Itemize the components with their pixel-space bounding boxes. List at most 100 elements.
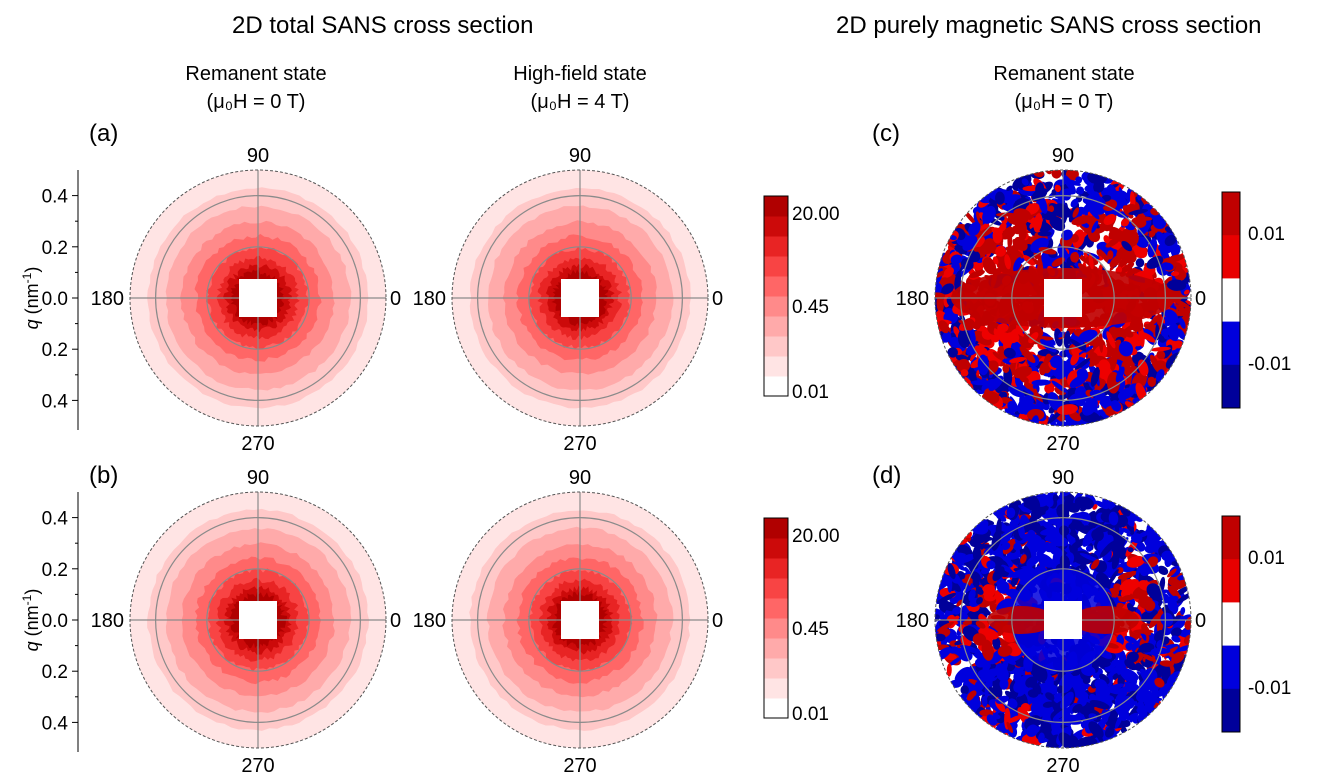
signal-blob (1129, 319, 1144, 332)
signal-blob (1103, 235, 1110, 244)
signal-blob (1179, 317, 1186, 329)
angle-label-0: 0 (390, 610, 401, 632)
signal-blob (1048, 205, 1055, 212)
y-axis-label-unit: (nm (22, 605, 42, 641)
signal-blob (1070, 252, 1080, 263)
angle-label-0: 0 (712, 610, 723, 632)
angle-label-270: 270 (1046, 755, 1079, 777)
signal-blob (935, 269, 948, 279)
signal-blob (1102, 199, 1118, 211)
signal-blob (1085, 545, 1093, 552)
y-tick-label: 0.4 (42, 391, 69, 412)
signal-blob (1051, 257, 1065, 267)
colorbar-step (764, 376, 788, 397)
y-axis-label-close: ) (22, 267, 42, 273)
signal-blob (1173, 267, 1186, 281)
colorbar-label-max: 20.00 (792, 204, 840, 225)
signal-blob (1087, 352, 1099, 363)
signal-blob (1044, 383, 1055, 394)
panel-label-b: (b) (89, 462, 119, 489)
signal-blob (1182, 306, 1191, 322)
colorbar-step (1222, 278, 1240, 323)
signal-blob (1021, 178, 1029, 186)
angle-label-270: 270 (563, 433, 596, 455)
map-a-highfield: 90 180 0 270 (413, 145, 724, 455)
signal-blob (1171, 298, 1191, 309)
signal-blob (947, 347, 958, 358)
signal-blob (1141, 354, 1152, 368)
magnetic-signal (935, 170, 1191, 426)
angle-label-180: 180 (896, 288, 929, 310)
signal-blob (988, 375, 1004, 391)
y-axis-label-exponent: -1 (20, 272, 34, 283)
signal-blob (1167, 279, 1187, 291)
colorbar-label-min: 0.01 (792, 704, 829, 725)
signal-blob (1059, 378, 1069, 388)
angle-label-90: 90 (247, 145, 269, 167)
colorbar-step (764, 698, 788, 719)
signal-blob (1176, 328, 1186, 340)
signal-blob (995, 245, 1007, 257)
signal-blob (1124, 253, 1137, 264)
signal-blob (1051, 218, 1059, 226)
colorbar-a: 20.00 0.45 0.01 (763, 195, 840, 403)
signal-blob (1183, 289, 1190, 295)
beamstop (561, 601, 599, 639)
colorbar-b: 20.00 0.45 0.01 (763, 517, 840, 725)
detector-edge (451, 169, 709, 427)
state-field: (μ₀H = 4 T) (530, 91, 630, 113)
y-axis-label-exponent: -1 (20, 594, 34, 605)
colorbar-label-negative: -0.01 (1248, 354, 1291, 375)
colorbar-label-max: 20.00 (792, 526, 840, 547)
signal-blob (1038, 247, 1057, 255)
angle-label-270: 270 (241, 755, 274, 777)
signal-blob (1070, 198, 1079, 208)
signal-blob (1012, 366, 1033, 379)
signal-blob (1059, 189, 1071, 201)
angle-label-180: 180 (91, 288, 124, 310)
signal-blob (1082, 398, 1098, 416)
signal-blob (1171, 271, 1180, 277)
colorbar-step (1222, 688, 1240, 733)
colorbar-step (764, 216, 788, 237)
signal-blob (1035, 182, 1045, 196)
signal-blob (999, 678, 1009, 690)
detector-edge (934, 169, 1192, 427)
signal-blob (941, 283, 954, 295)
signal-blob (1004, 332, 1020, 344)
signal-blob (982, 257, 997, 275)
signal-blob (992, 351, 1004, 361)
detector-edge (129, 169, 387, 427)
signal-blob (950, 254, 963, 265)
colorbar-step (764, 558, 788, 579)
colorbar-step (1222, 559, 1240, 603)
colorbar-step (1222, 602, 1240, 647)
y-axis-label-unit: (nm (22, 283, 42, 319)
angle-label-270: 270 (563, 755, 596, 777)
colorbar-step (764, 678, 788, 699)
signal-blob (1164, 234, 1177, 247)
colorbar-step (764, 336, 788, 357)
signal-blob (1009, 357, 1026, 363)
signal-blob (1121, 240, 1133, 252)
signal-blob (1070, 233, 1079, 243)
signal-blob (1115, 366, 1125, 383)
signal-blob (1076, 186, 1085, 195)
angle-label-90: 90 (1052, 145, 1074, 167)
state-title-highfield: High-field state (μ₀H = 4 T) (480, 60, 680, 116)
signal-blob (1028, 332, 1039, 344)
beamstop (1044, 279, 1082, 317)
map-d-magnetic: 90 180 0 270 (896, 467, 1207, 777)
signal-blob (1019, 346, 1036, 363)
signal-blob (1017, 395, 1034, 415)
signal-blob (1140, 331, 1156, 343)
signal-blob (1150, 354, 1162, 374)
panel-label-c: (c) (872, 120, 900, 147)
signal-blob (1147, 376, 1156, 387)
signal-blob (1013, 257, 1022, 272)
colorbar-step (764, 518, 788, 539)
signal-blob (1051, 170, 1062, 179)
signal-blob (1078, 329, 1098, 342)
beamstop (239, 601, 277, 639)
colorbar-label-min: 0.01 (792, 382, 829, 403)
